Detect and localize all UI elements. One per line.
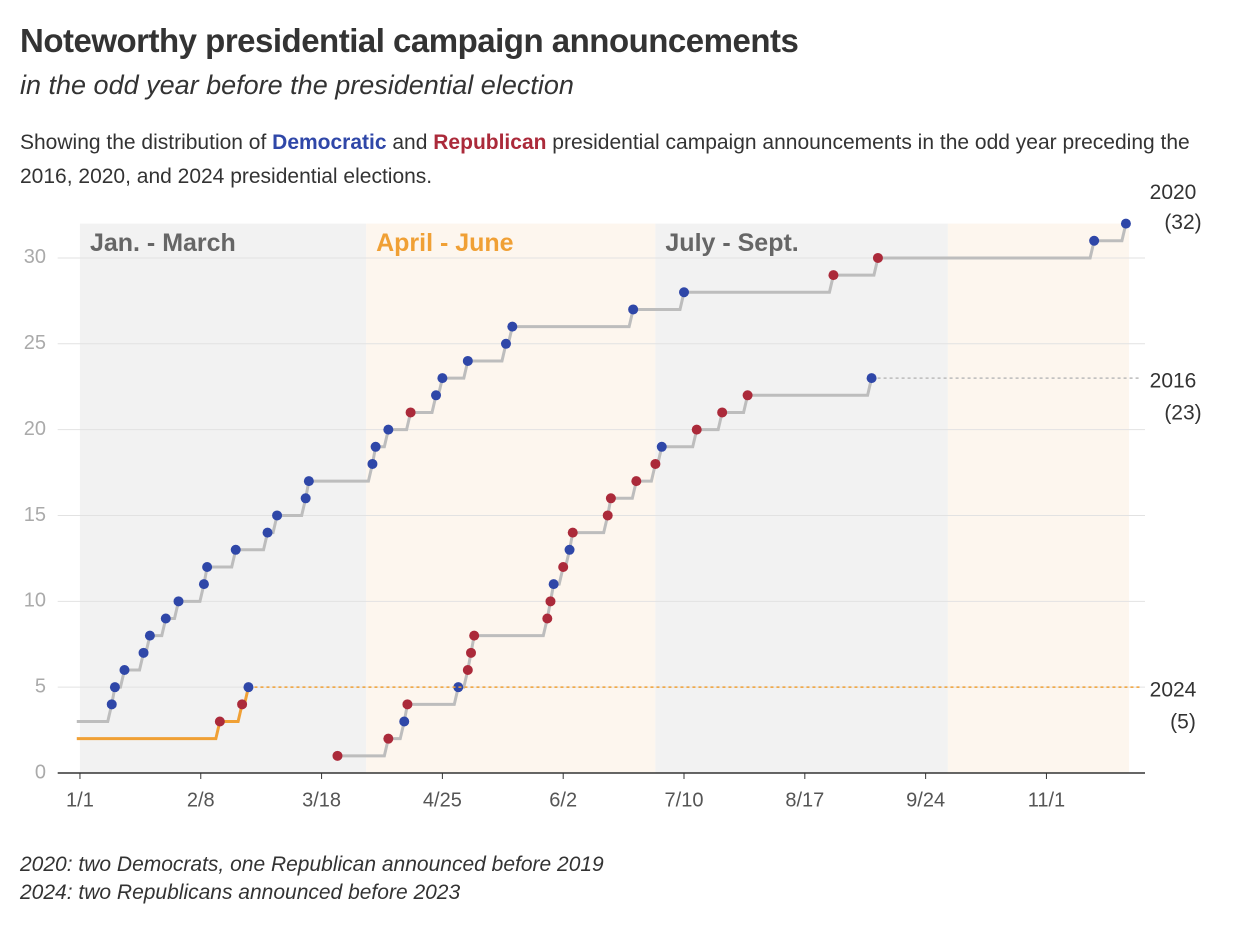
- announcement-dot: [370, 441, 381, 452]
- announcement-dot: [605, 493, 616, 504]
- announcement-dot: [272, 510, 283, 521]
- title: Noteworthy presidential campaign announc…: [20, 22, 799, 59]
- announcement-dot: [431, 390, 442, 401]
- announcement-dot: [656, 441, 667, 452]
- announcement-dot: [602, 510, 613, 521]
- announcement-dot: [1089, 235, 1100, 246]
- series-label: 2024: [1150, 679, 1197, 702]
- y-tick-label: 20: [24, 418, 46, 440]
- x-tick-label: 4/25: [423, 789, 462, 811]
- description-part: Showing the distribution of: [20, 131, 273, 154]
- x-tick-label: 3/18: [302, 789, 341, 811]
- announcement-dot: [383, 733, 394, 744]
- x-tick-label: 11/1: [1028, 789, 1065, 811]
- announcement-dot: [691, 424, 702, 435]
- announcement-dot: [545, 596, 556, 607]
- x-tick-label: 2/8: [187, 789, 215, 811]
- announcement-dot: [119, 664, 130, 675]
- band-label: Jan. - March: [90, 229, 236, 257]
- announcement-dot: [462, 355, 473, 366]
- announcement-dot: [679, 287, 690, 298]
- series-label: 2016: [1150, 370, 1197, 393]
- announcement-dot: [872, 252, 883, 263]
- announcement-dot: [558, 561, 569, 572]
- announcement-dot: [109, 682, 120, 693]
- note: 2024: two Republicans announced before 2…: [20, 881, 461, 904]
- announcement-dot: [138, 647, 149, 658]
- announcement-dot: [243, 682, 254, 693]
- announcement-dot: [383, 424, 394, 435]
- announcement-dot: [399, 716, 410, 727]
- announcement-dot: [402, 699, 413, 710]
- announcement-dot: [631, 476, 642, 487]
- x-tick-label: 1/1: [66, 789, 94, 811]
- description-part: and: [386, 131, 434, 154]
- y-tick-label: 25: [24, 332, 46, 354]
- announcement-dot: [214, 716, 225, 727]
- announcement-dot: [650, 458, 661, 469]
- quarter-band: [655, 223, 948, 774]
- announcement-dot: [500, 338, 511, 349]
- announcement-dot: [437, 373, 448, 384]
- announcement-dot: [507, 321, 518, 332]
- series-label: 2020: [1150, 181, 1197, 204]
- announcement-dot: [303, 476, 314, 487]
- announcement-dot: [144, 630, 155, 641]
- announcement-dot: [466, 647, 477, 658]
- description-part: Democratic: [272, 131, 387, 154]
- series-end-label: (5): [1170, 711, 1196, 734]
- announcement-dot: [106, 699, 117, 710]
- x-tick-label: 8/17: [785, 789, 824, 811]
- description-part: Republican: [433, 131, 547, 154]
- announcement-dot: [717, 407, 728, 418]
- announcement-dot: [742, 390, 753, 401]
- x-tick-label: 6/2: [549, 789, 577, 811]
- chart: Jan. - March April - June July - Sept. 0 5 10…: [24, 181, 1202, 811]
- announcement-dot: [262, 527, 273, 538]
- quarter-band: [79, 223, 367, 774]
- announcement-dot: [230, 544, 241, 555]
- y-tick-label: 10: [24, 590, 46, 612]
- announcement-dot: [405, 407, 416, 418]
- x-tick-label: 7/10: [665, 789, 704, 811]
- announcement-dot: [548, 579, 559, 590]
- description: Showing the distribution of Democratic a…: [20, 126, 1210, 194]
- y-tick-label: 0: [35, 761, 46, 783]
- series-end-label: (32): [1164, 211, 1201, 234]
- series-end-label: (23): [1164, 402, 1201, 425]
- quarter-band: [947, 223, 1130, 774]
- x-tick-label: 9/24: [906, 789, 945, 811]
- band-label: July - Sept.: [665, 229, 798, 257]
- announcement-dot: [367, 458, 378, 469]
- announcement-dot: [567, 527, 578, 538]
- y-tick-label: 30: [24, 246, 46, 268]
- band-label: April - June: [376, 229, 514, 257]
- description-part: presidential campaign announcements in t…: [20, 131, 1190, 188]
- announcement-dot: [469, 630, 480, 641]
- announcement-dot: [198, 579, 209, 590]
- announcement-dot: [160, 613, 171, 624]
- announcement-dot: [332, 750, 343, 761]
- announcement-dot: [237, 699, 248, 710]
- announcement-dot: [542, 613, 553, 624]
- announcement-dot: [453, 682, 464, 693]
- announcement-dot: [300, 493, 311, 504]
- announcement-dot: [828, 270, 839, 281]
- announcement-dot: [173, 596, 184, 607]
- announcement-dot: [866, 373, 877, 384]
- y-tick-label: 5: [35, 675, 46, 697]
- y-tick-label: 15: [24, 504, 46, 526]
- announcement-dot: [628, 304, 639, 315]
- announcement-dot: [1120, 218, 1131, 229]
- announcement-dot: [564, 544, 575, 555]
- announcement-dot: [462, 664, 473, 675]
- subtitle: in the odd year before the presidential …: [20, 70, 574, 100]
- announcement-dot: [202, 561, 213, 572]
- note: 2020: two Democrats, one Republican anno…: [20, 853, 604, 876]
